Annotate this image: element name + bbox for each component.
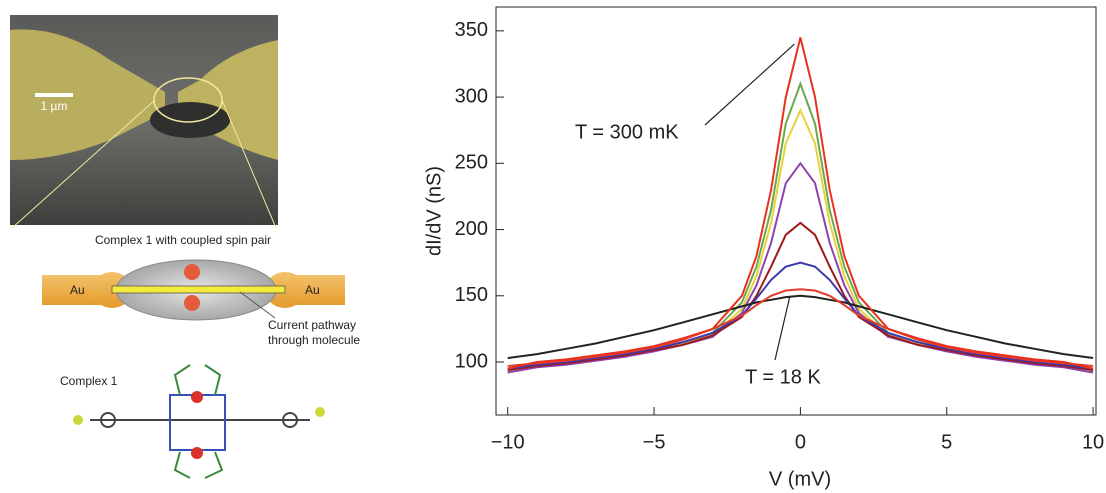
annotation-pointer — [704, 43, 795, 126]
y-tick-label: 150 — [455, 284, 488, 306]
molecule-label: Complex 1 — [60, 374, 118, 388]
y-axis-label: dI/dV (nS) — [423, 166, 445, 256]
pathway-label: through molecule — [268, 333, 360, 347]
data-line — [507, 161, 1094, 374]
data-line — [507, 221, 1094, 371]
x-axis-label: V (mV) — [769, 468, 831, 490]
y-tick-label: 200 — [455, 218, 488, 240]
electrode-label: Au — [70, 283, 85, 297]
x-tick-label: 0 — [795, 431, 806, 453]
scale-bar-label: 1 µm — [41, 99, 68, 113]
data-line — [507, 288, 1094, 367]
chart: V (mV) dI/dV (nS) −10 −5 0 5 10 100 150 200 250 3… — [423, 6, 1104, 490]
annotation: T = 18 K — [745, 366, 821, 388]
annotation: T = 300 mK — [575, 121, 679, 143]
y-tick-label: 250 — [455, 152, 488, 174]
data-line — [507, 294, 1094, 359]
x-tick-label: 5 — [941, 431, 952, 453]
y-tick-label: 100 — [455, 350, 488, 372]
schematic-title: Complex 1 with coupled spin pair — [95, 233, 271, 247]
electrode-label: Au — [305, 283, 320, 297]
data-line — [507, 261, 1094, 370]
plot-frame — [495, 6, 1097, 416]
molecule-sketch: Complex 1 — [60, 364, 325, 479]
junction-schematic: Complex 1 with coupled spin pair Au Au C… — [42, 233, 360, 347]
pathway-label: Current pathway — [268, 318, 356, 332]
data-line — [507, 37, 1094, 370]
y-tick-label: 300 — [455, 85, 488, 107]
annotation-pointer — [774, 295, 791, 361]
sem-image: 1 µm — [10, 15, 278, 229]
x-tick-label: −5 — [643, 431, 666, 453]
y-tick-label: 350 — [455, 19, 488, 41]
data-line — [507, 107, 1094, 374]
x-tick-label: 10 — [1082, 431, 1104, 453]
x-tick-label: −10 — [491, 431, 525, 453]
